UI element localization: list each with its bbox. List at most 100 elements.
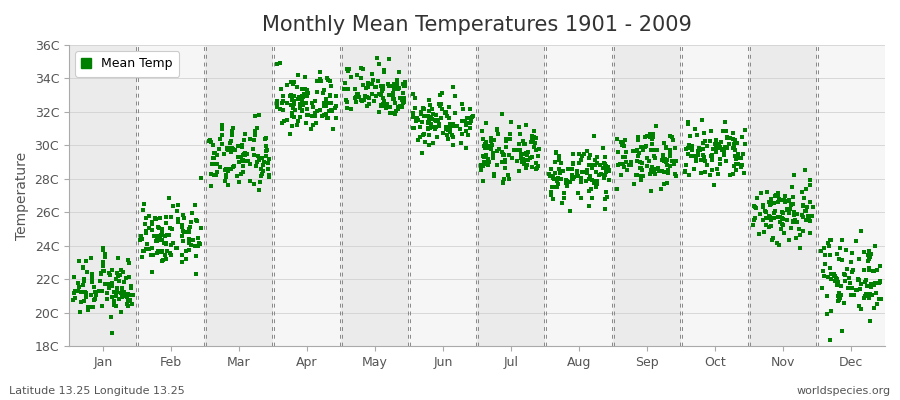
Point <box>635 173 650 179</box>
Point <box>438 110 453 116</box>
Point <box>243 178 257 184</box>
Point <box>587 178 601 184</box>
Point <box>787 200 801 207</box>
Point <box>799 185 814 192</box>
Point <box>482 159 496 166</box>
Point <box>490 126 504 132</box>
Point <box>179 256 194 262</box>
Point <box>450 123 464 130</box>
Point <box>440 132 454 138</box>
Point <box>526 138 541 144</box>
Point <box>356 98 370 105</box>
Point <box>300 112 314 118</box>
Point <box>526 163 540 170</box>
Point <box>378 102 392 109</box>
Point <box>697 154 711 161</box>
Point <box>716 128 730 134</box>
Point <box>497 152 511 158</box>
Point <box>796 189 810 196</box>
Point <box>392 85 407 91</box>
Point <box>634 173 649 180</box>
Point <box>565 150 580 157</box>
Point <box>354 97 368 104</box>
Point <box>153 233 167 240</box>
Point <box>836 271 850 277</box>
Point <box>96 268 111 274</box>
Point <box>734 162 749 168</box>
Point <box>795 212 809 218</box>
Point <box>95 303 110 309</box>
Point <box>526 136 540 142</box>
Point <box>580 170 594 176</box>
Point <box>303 126 318 132</box>
Point <box>688 158 703 164</box>
Point <box>764 222 778 229</box>
Point <box>406 110 420 116</box>
Point <box>423 121 437 128</box>
Point <box>579 169 593 175</box>
Point <box>761 223 776 230</box>
Point <box>706 146 721 153</box>
Point <box>546 173 561 179</box>
Point <box>364 70 379 77</box>
Point <box>684 153 698 160</box>
Point <box>214 132 229 138</box>
Point <box>388 84 402 90</box>
Point <box>831 298 845 304</box>
Point <box>376 98 391 104</box>
Point <box>731 161 745 168</box>
Point <box>786 194 800 200</box>
Point <box>644 147 658 153</box>
Point <box>460 120 474 126</box>
Point <box>763 200 778 207</box>
Point <box>583 152 598 158</box>
Point <box>183 224 197 230</box>
Point <box>236 169 250 175</box>
Point <box>377 66 392 73</box>
Point <box>145 219 159 225</box>
Point <box>490 148 504 154</box>
Point <box>227 163 241 169</box>
Point <box>716 146 730 152</box>
Point <box>105 282 120 289</box>
Point <box>629 148 643 154</box>
Point <box>175 233 189 239</box>
Point <box>656 152 670 158</box>
Point <box>518 141 532 148</box>
Point <box>188 271 202 278</box>
Point <box>454 131 469 137</box>
Point <box>663 147 678 153</box>
Point <box>117 279 131 285</box>
Point <box>363 81 377 88</box>
Point <box>124 283 139 289</box>
Point <box>664 158 679 164</box>
Point <box>580 166 594 173</box>
Point <box>308 98 322 104</box>
Point <box>720 144 734 151</box>
Point <box>104 314 118 321</box>
Point <box>799 204 814 210</box>
Point <box>777 197 791 203</box>
Point <box>205 161 220 167</box>
Point <box>862 254 877 260</box>
Point <box>525 136 539 142</box>
Point <box>466 112 481 119</box>
Point <box>81 304 95 310</box>
Point <box>354 75 368 82</box>
Point <box>283 131 297 137</box>
Point <box>357 97 372 104</box>
Point <box>156 257 170 263</box>
Point <box>657 140 671 146</box>
Point <box>726 145 741 152</box>
Point <box>88 288 103 295</box>
Point <box>371 78 385 84</box>
Point <box>116 269 130 275</box>
Point <box>85 291 99 298</box>
Point <box>491 162 505 168</box>
Point <box>143 251 157 258</box>
Point <box>432 123 446 130</box>
Point <box>868 279 882 286</box>
Point <box>206 155 220 162</box>
Point <box>478 141 492 147</box>
Point <box>425 106 439 112</box>
